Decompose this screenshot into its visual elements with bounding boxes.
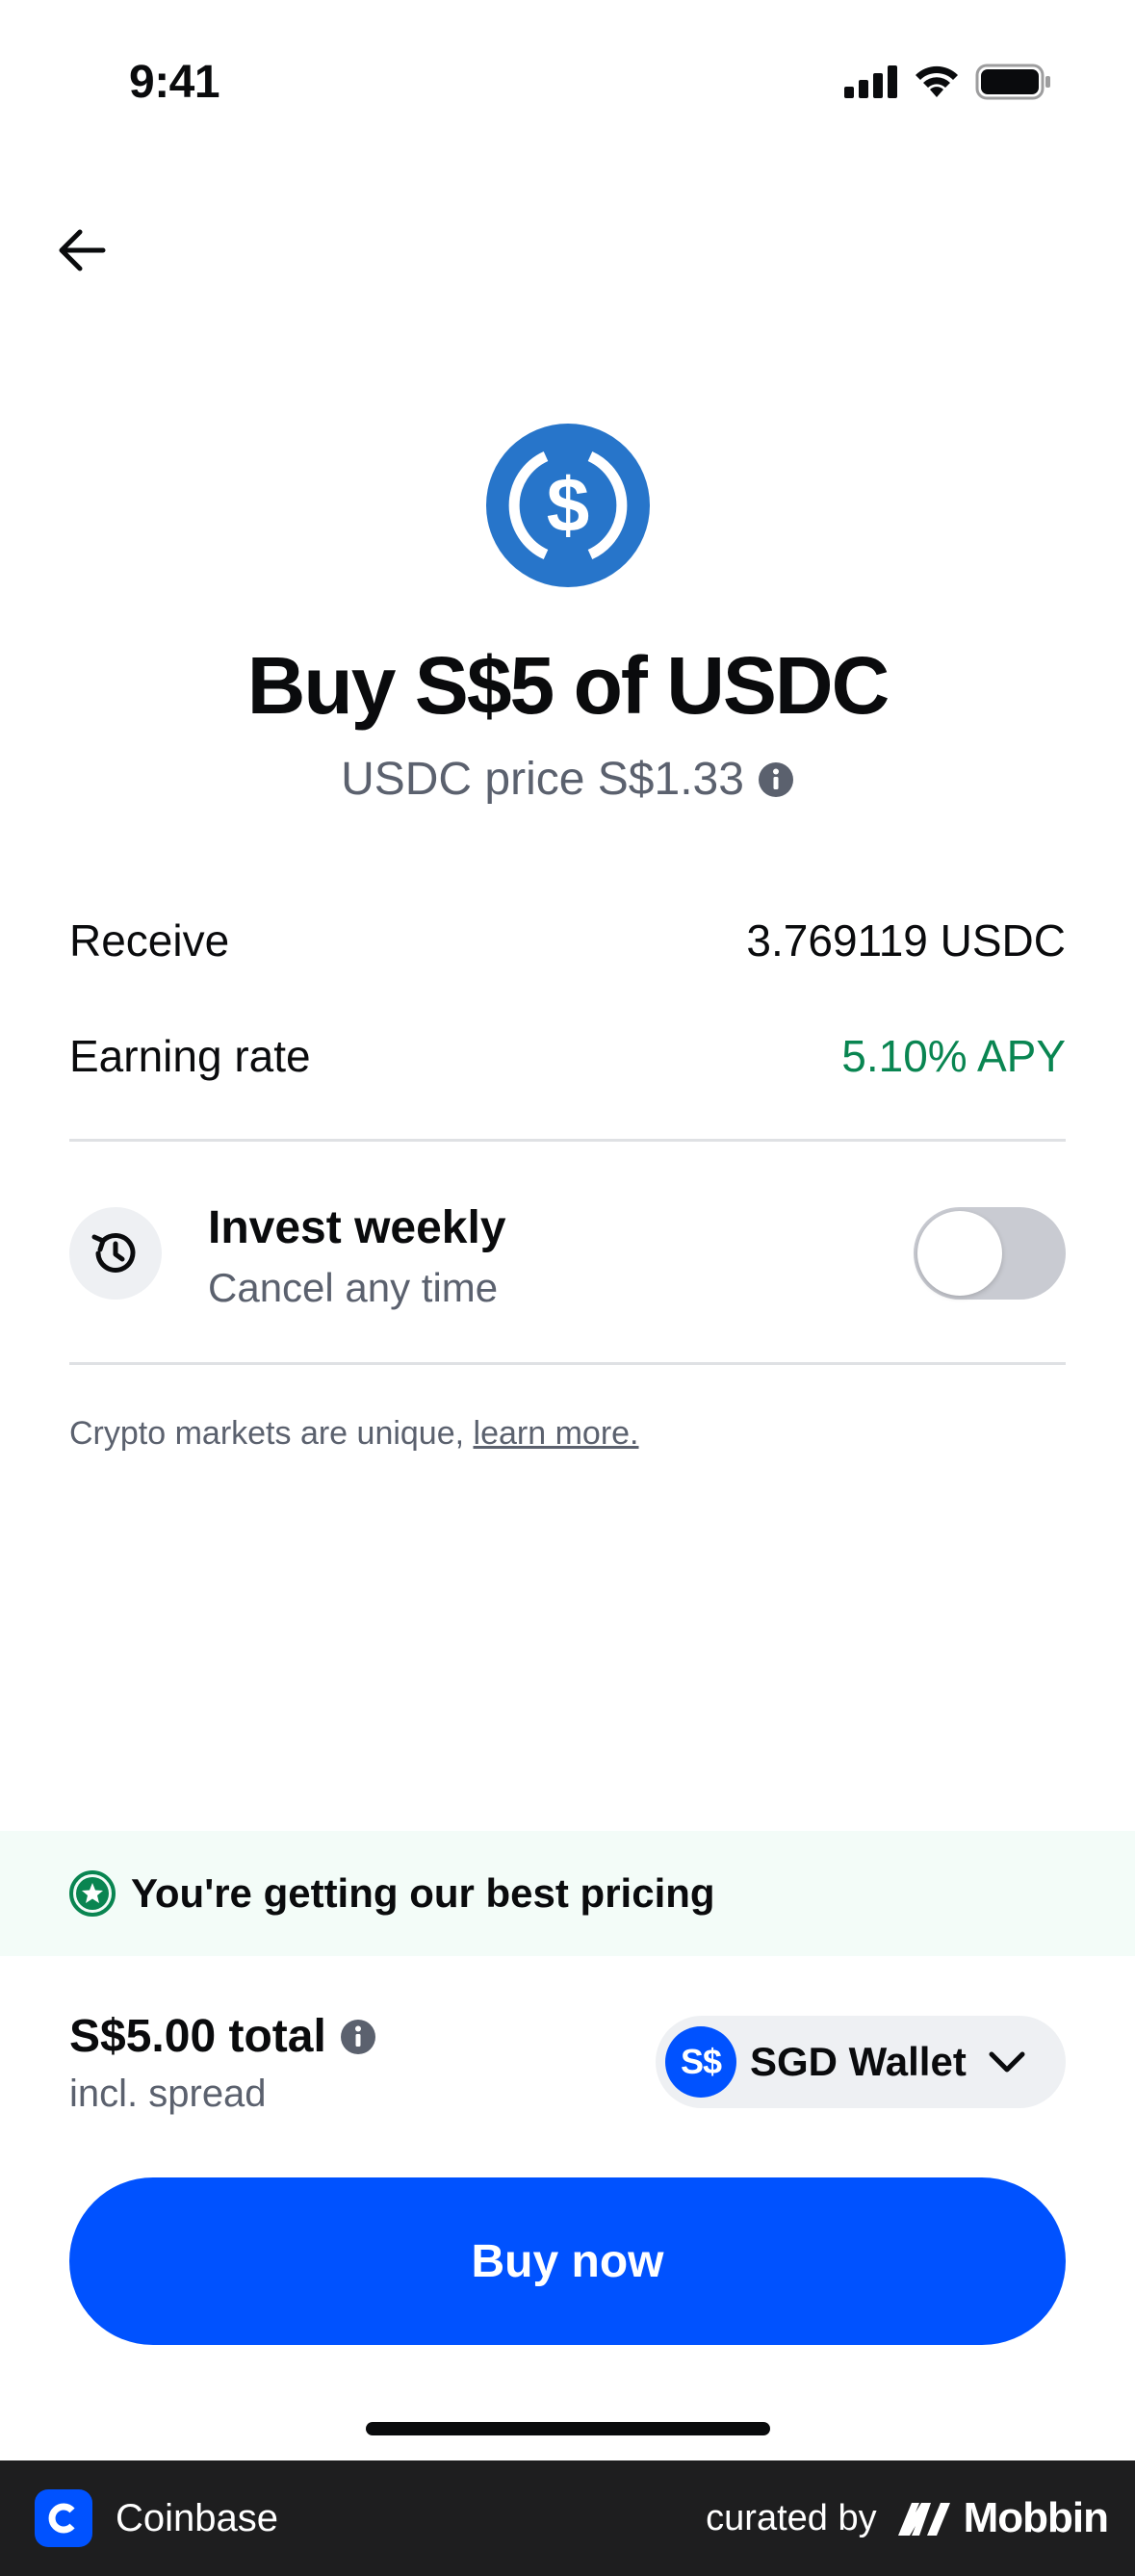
wifi-icon [916,65,958,97]
learn-more-link[interactable]: learn more. [473,1415,639,1452]
divider [69,1139,1066,1142]
price-line: USDC price S$1.33 [0,753,1135,806]
buy-now-button[interactable]: Buy now [69,2177,1066,2345]
invest-weekly-subtitle: Cancel any time [208,1265,499,1310]
usdc-logo-icon: $ [486,424,650,587]
curated-by-text: curated by [706,2497,877,2538]
disclaimer-text: Crypto markets are unique, [69,1415,474,1452]
earning-rate-row: Earning rate 5.10% APY [69,1030,1066,1082]
disclaimer: Crypto markets are unique, learn more. [69,1415,639,1453]
earning-rate-value: 5.10% APY [841,1031,1066,1081]
sgd-currency-icon: S$ [665,2026,736,2098]
cellular-signal-icon [844,65,897,98]
wallet-selector[interactable]: S$ SGD Wallet [656,2016,1066,2108]
chevron-down-icon [988,2049,1026,2074]
invest-weekly-row: Invest weekly Cancel any time [69,1194,1066,1314]
wallet-label: SGD Wallet [750,2039,967,2084]
recurring-history-icon [69,1207,162,1300]
status-bar: 9:41 [0,0,1135,168]
receive-row: Receive 3.769119 USDC [69,914,1066,966]
back-button[interactable] [48,217,116,284]
earning-rate-label: Earning rate [69,1031,311,1081]
total-info-icon[interactable] [340,2019,376,2055]
receive-label: Receive [69,915,230,966]
mobbin-logo-icon [897,2503,950,2536]
total-block: S$5.00 total incl. spread [69,2010,376,2116]
home-indicator [366,2422,770,2435]
info-icon[interactable] [758,761,794,798]
invest-weekly-toggle[interactable] [914,1207,1066,1300]
battery-icon [975,64,1050,100]
coinbase-logo-icon [35,2489,92,2547]
mobbin-brand: Mobbin [963,2494,1109,2541]
svg-text:$: $ [547,462,590,548]
price-text: USDC price S$1.33 [341,754,744,805]
best-pricing-banner: You're getting our best pricing [0,1831,1135,1956]
star-badge-icon [69,1870,116,1917]
arrow-left-icon [59,229,106,271]
best-pricing-text: You're getting our best pricing [131,1870,715,1916]
divider [69,1362,1066,1365]
total-subtext: incl. spread [69,2073,267,2115]
invest-weekly-title: Invest weekly [208,1202,506,1253]
total-amount: S$5.00 total [69,2011,326,2062]
receive-value: 3.769119 USDC [746,915,1066,966]
page-title: Buy S$5 of USDC [246,640,890,731]
status-time: 9:41 [129,57,220,108]
footer-app-name: Coinbase [116,2496,279,2539]
footer-bar: Coinbase curated by Mobbin [0,2460,1135,2576]
toggle-knob [917,1211,1002,1296]
status-icons [844,64,1052,100]
